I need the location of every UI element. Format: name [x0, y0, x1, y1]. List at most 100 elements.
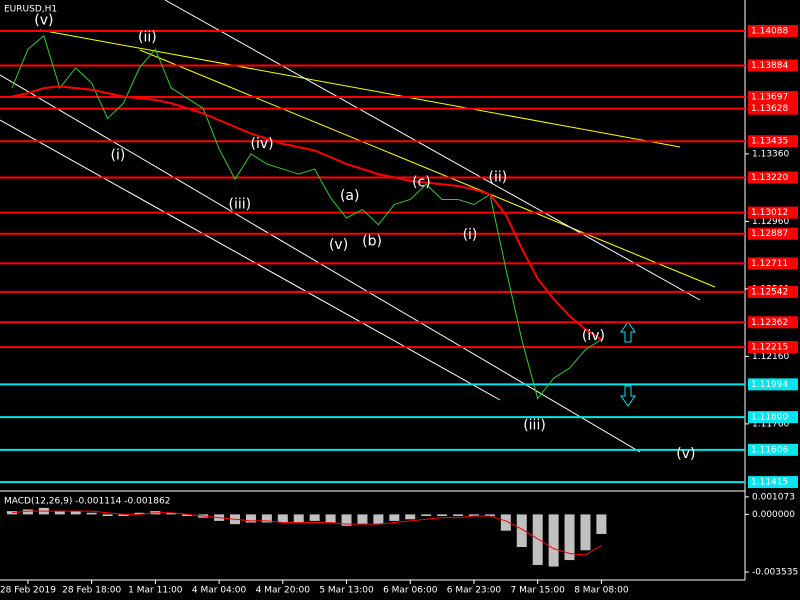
- macd-bar: [86, 512, 97, 515]
- level-label-box: [748, 257, 798, 270]
- level-label: 1.12362: [751, 318, 788, 328]
- macd-bar: [500, 514, 511, 531]
- x-tick-label: 4 Mar 20:00: [256, 586, 311, 596]
- y-tick-label: 0.000000: [752, 510, 795, 520]
- macd-bar: [357, 514, 368, 525]
- level-label: 1.12215: [751, 343, 788, 353]
- level-label-box: [748, 476, 798, 489]
- down-arrow: [620, 385, 636, 407]
- level-label-box: [748, 443, 798, 456]
- wave-label: (iii): [229, 197, 252, 213]
- x-tick-label: 8 Mar 08:00: [574, 586, 629, 596]
- level-label-box: [748, 227, 798, 240]
- price-line: [11, 34, 602, 400]
- level-label: 1.13220: [751, 173, 788, 183]
- macd-bar: [166, 512, 177, 515]
- level-label-box: [748, 91, 798, 104]
- level-label: 1.11800: [751, 413, 788, 423]
- wave-label: (iv): [251, 136, 274, 152]
- y-tick-label: 1.12960: [752, 217, 789, 227]
- macd-title: MACD(12,26,9) -0.001114 -0.001862: [4, 497, 170, 507]
- macd-bar: [182, 514, 193, 517]
- level-label-box: [748, 378, 798, 391]
- up-arrow: [620, 321, 636, 343]
- level-label: 1.11415: [751, 478, 788, 488]
- y-tick-label: 0.001073: [752, 492, 795, 502]
- macd-bar: [596, 514, 607, 534]
- x-tick-label: 5 Mar 13:00: [319, 586, 374, 596]
- macd-bar: [293, 514, 304, 523]
- trend-line: [39, 29, 681, 148]
- level-label: 1.13435: [751, 137, 788, 147]
- x-tick-label: 4 Mar 04:00: [192, 586, 247, 596]
- level-label: 1.12887: [751, 229, 788, 239]
- macd-bar: [261, 514, 272, 523]
- x-tick-label: 6 Mar 23:00: [447, 586, 502, 596]
- macd-bar: [134, 512, 145, 515]
- level-label: 1.13012: [751, 208, 788, 218]
- level-label-box: [748, 171, 798, 184]
- macd-bar: [532, 514, 543, 565]
- wave-label: (ii): [138, 29, 157, 45]
- wave-label: (b): [362, 234, 382, 250]
- level-label-box: [748, 59, 798, 72]
- x-tick-label: 28 Feb 2019: [0, 586, 56, 596]
- macd-bar: [373, 514, 384, 525]
- macd-bar: [341, 514, 352, 526]
- wave-label: (v): [34, 13, 53, 29]
- level-label-box: [748, 285, 798, 298]
- macd-bar: [468, 514, 479, 517]
- wave-label: (v): [676, 446, 695, 462]
- macd-bar: [7, 511, 17, 515]
- y-tick-label: 1.12160: [752, 352, 789, 362]
- signal-line: [11, 510, 602, 556]
- macd-bar: [22, 509, 33, 515]
- wave-label: (i): [463, 227, 478, 243]
- wave-label: (a): [340, 188, 360, 204]
- wave-label: (i): [111, 148, 126, 164]
- level-label: 1.13628: [751, 104, 788, 114]
- macd-bar: [564, 514, 575, 561]
- wave-label: (ii): [489, 170, 508, 186]
- macd-bar: [54, 511, 65, 515]
- level-label-box: [748, 102, 798, 115]
- level-label-box: [748, 341, 798, 354]
- wave-label: (c): [412, 175, 431, 191]
- x-tick-label: 7 Mar 15:00: [511, 586, 566, 596]
- level-label: 1.13697: [751, 93, 788, 103]
- x-tick-label: 1 Mar 11:00: [128, 586, 183, 596]
- macd-bar: [516, 514, 527, 548]
- level-label: 1.12542: [751, 287, 788, 297]
- macd-bar: [437, 514, 448, 517]
- macd-bar: [70, 511, 81, 515]
- macd-bar: [580, 514, 591, 551]
- macd-bar: [453, 514, 464, 517]
- level-label-box: [748, 316, 798, 329]
- channel-line: [0, 119, 501, 401]
- y-tick-label: 1.13360: [752, 149, 789, 159]
- wave-label: (iv): [582, 328, 605, 344]
- macd-bar: [309, 514, 320, 521]
- macd-bar: [118, 514, 129, 517]
- channel-line: [164, 0, 701, 301]
- macd-bar: [484, 514, 495, 517]
- y-tick-label: 1.11760: [752, 419, 789, 429]
- macd-bar: [421, 514, 432, 517]
- macd-bar: [245, 514, 256, 523]
- symbol-label: EURUSD,H1: [4, 5, 57, 15]
- level-label: 1.14088: [751, 27, 788, 37]
- channel-lines: [0, 0, 716, 453]
- trend-line: [139, 49, 716, 288]
- macd-bar: [389, 514, 400, 521]
- x-tick-label: 6 Mar 06:00: [383, 586, 438, 596]
- macd-bar: [325, 514, 336, 523]
- level-label: 1.13884: [751, 61, 788, 71]
- level-label: 1.12711: [751, 259, 788, 269]
- price-line: [11, 85, 602, 341]
- wave-label: (v): [329, 237, 348, 253]
- level-label-box: [748, 135, 798, 148]
- macd-bar: [102, 514, 113, 517]
